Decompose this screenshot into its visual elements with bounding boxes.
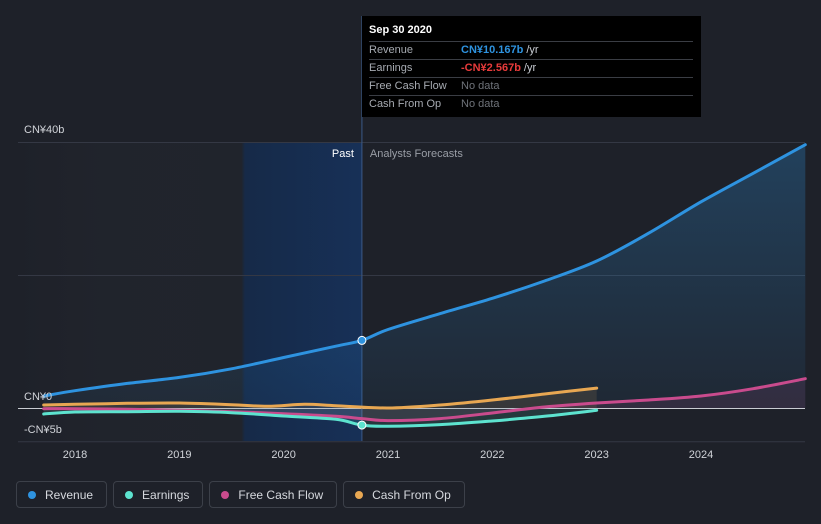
- legend-dot-icon: [221, 490, 230, 499]
- y-tick-label: CN¥40b: [24, 124, 64, 136]
- legend-item-earnings[interactable]: Earnings: [113, 481, 204, 508]
- tooltip-label: Free Cash Flow: [369, 80, 447, 92]
- tooltip-date: Sep 30 2020: [369, 24, 432, 36]
- free-cash-flow-area: [43, 378, 806, 421]
- x-tick-label: 2019: [167, 449, 191, 461]
- x-tick-label: 2023: [584, 449, 608, 461]
- tooltip-value: No data: [461, 80, 500, 92]
- legend-item-cash-from-op[interactable]: Cash From Op: [343, 481, 465, 508]
- y-tick-label: CN¥0: [24, 391, 52, 403]
- tooltip-row-revenue: Revenue CN¥10.167b /yr: [369, 41, 693, 59]
- x-tick-label: 2018: [63, 449, 87, 461]
- legend-label: Revenue: [45, 487, 94, 502]
- legend-label: Cash From Op: [372, 487, 451, 502]
- revenue-marker: [357, 335, 367, 345]
- legend-item-free-cash-flow[interactable]: Free Cash Flow: [209, 481, 338, 508]
- tooltip-label: Earnings: [369, 62, 413, 74]
- earnings-line: [42, 408, 599, 428]
- tooltip-unit: /yr: [523, 62, 537, 74]
- past-label: Past: [332, 148, 354, 160]
- y-tick-label: -CN¥5b: [24, 424, 62, 436]
- cash-from-op-line: [42, 386, 599, 410]
- tooltip-value: CN¥10.167b: [461, 44, 524, 56]
- legend-dot-icon: [125, 490, 134, 499]
- legend-label: Free Cash Flow: [238, 487, 324, 502]
- x-tick-label: 2022: [480, 449, 504, 461]
- tooltip-value: No data: [461, 98, 500, 110]
- chart-canvas: Past Analysts Forecasts CN¥40b CN¥0 -CN¥5b 20…: [18, 16, 807, 461]
- tooltip-row-earnings: Earnings -CN¥2.567b /yr: [369, 59, 693, 77]
- legend-label: Earnings: [142, 487, 190, 502]
- x-tick-label: 2024: [689, 449, 713, 461]
- hover-tooltip: Sep 30 2020 Revenue CN¥10.167b /yr Earni…: [362, 16, 701, 117]
- tooltip-label: Revenue: [369, 44, 414, 56]
- tooltip-row-cash-from-op: Cash From Op No data: [369, 95, 693, 113]
- revenue-line: [42, 143, 807, 398]
- tooltip-value: -CN¥2.567b: [461, 62, 521, 74]
- tooltip-label: Cash From Op: [369, 98, 442, 110]
- legend-item-revenue[interactable]: Revenue: [16, 481, 108, 508]
- tooltip-unit: /yr: [526, 44, 539, 56]
- x-tick-label: 2020: [271, 449, 295, 461]
- forecast-label: Analysts Forecasts: [370, 148, 463, 160]
- x-tick-label: 2021: [376, 449, 400, 461]
- chart-legend: Revenue Earnings Free Cash Flow Cash Fro…: [16, 481, 465, 508]
- legend-dot-icon: [355, 490, 364, 499]
- legend-dot-icon: [28, 490, 36, 499]
- tooltip-row-free-cash-flow: Free Cash Flow No data: [369, 77, 693, 95]
- revenue-area: [43, 144, 806, 408]
- earnings-marker: [357, 420, 367, 430]
